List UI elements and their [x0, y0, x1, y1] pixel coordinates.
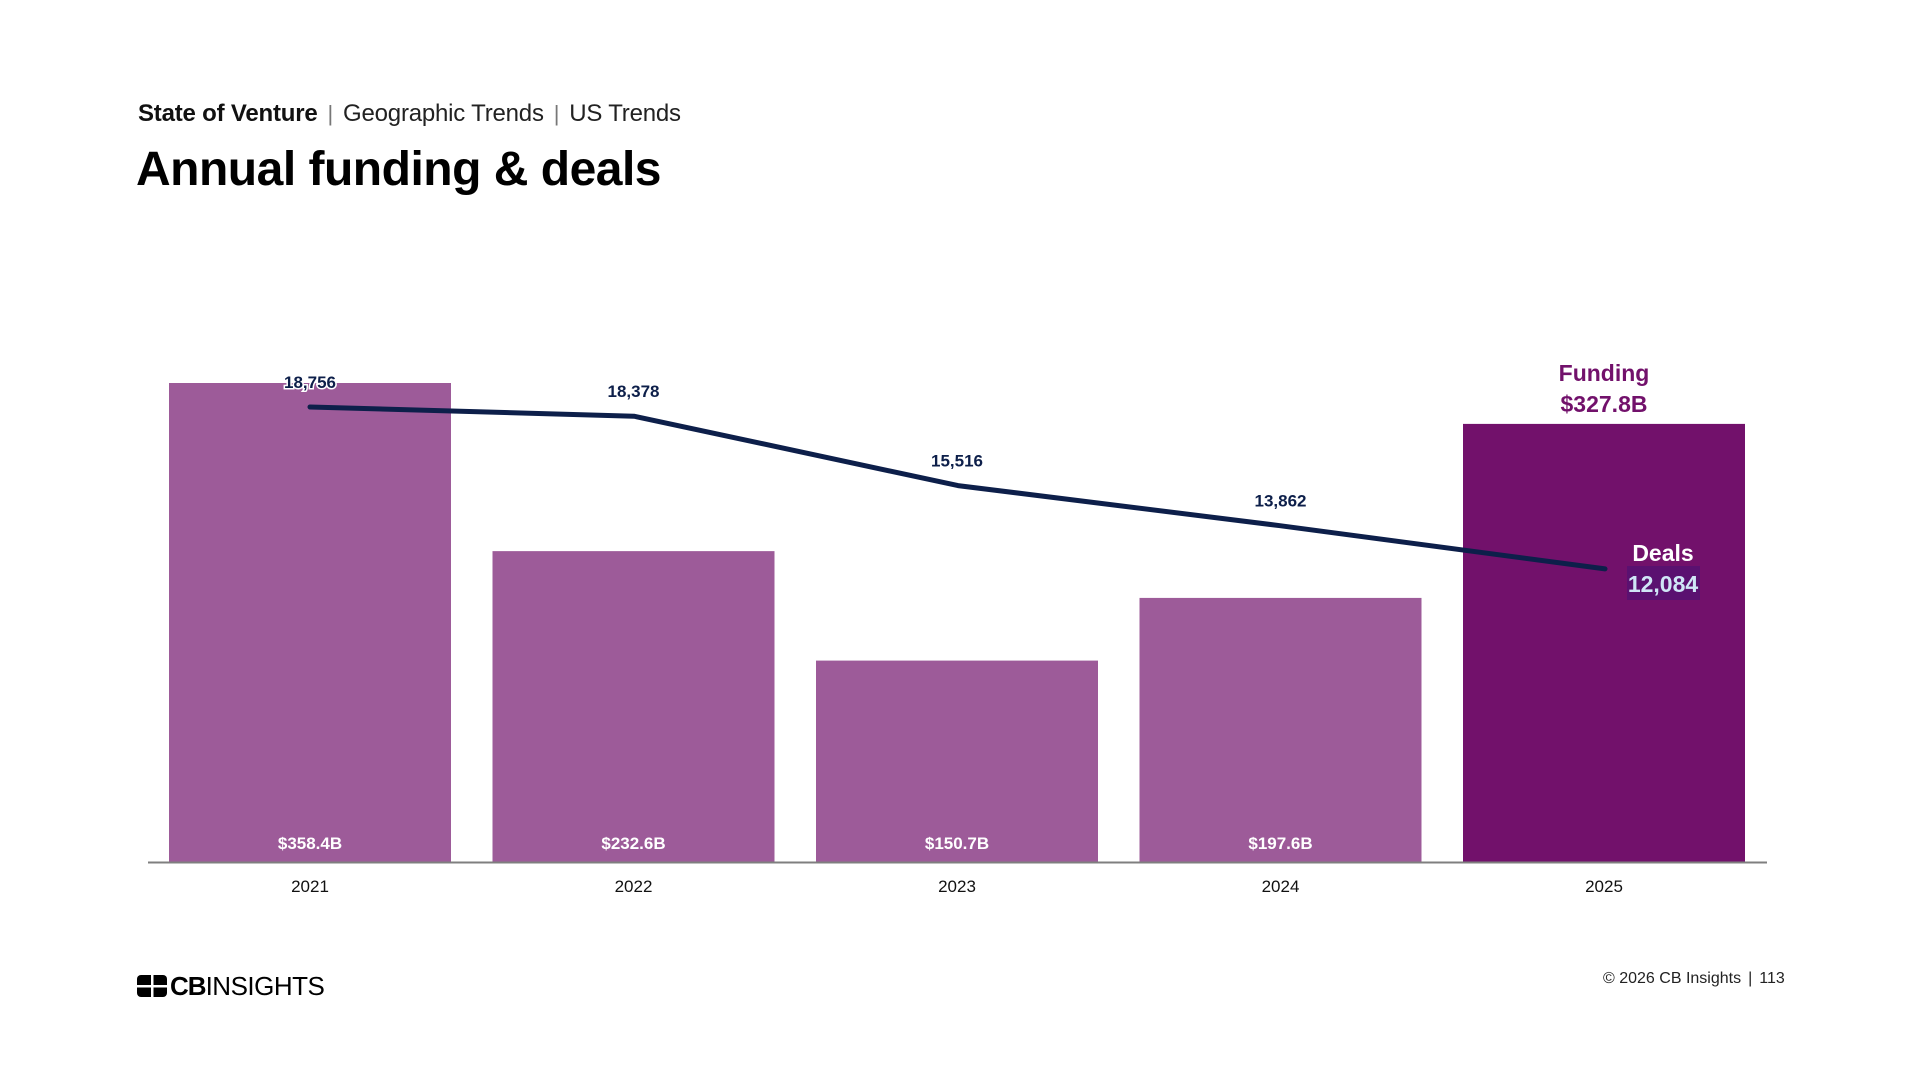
- page-title: Annual funding & deals: [136, 143, 662, 196]
- funding-annotation-title: Funding: [1559, 360, 1650, 386]
- x-tick-2025: 2025: [1585, 877, 1623, 896]
- funding-label-2023: $150.7B: [925, 834, 989, 853]
- cb-insights-logo: CB INSIGHTS: [137, 971, 325, 1001]
- funding-value-labels: $358.4B $232.6B $150.7B $197.6B: [278, 834, 1313, 853]
- deals-label-2023: 15,516: [931, 452, 983, 471]
- deals-annotation-value: 12,084: [1628, 571, 1699, 597]
- deals-label-2022: 18,378: [608, 382, 660, 401]
- x-tick-2024: 2024: [1262, 877, 1300, 896]
- deals-label-2024: 13,862: [1255, 492, 1307, 511]
- funding-bar-2024: [1139, 597, 1422, 862]
- breadcrumb-item-state-of-venture: State of Venture: [138, 100, 318, 127]
- funding-bar-2025: [1463, 423, 1745, 862]
- breadcrumb-item-us-trends: US Trends: [569, 100, 681, 127]
- deals-label-2021: 18,756: [284, 373, 336, 392]
- deals-value-labels: 18,756 18,378 15,516 13,862: [283, 372, 1307, 511]
- page-number: 113: [1759, 970, 1785, 987]
- deals-annotation-value-background: [1627, 566, 1700, 600]
- x-tick-2023: 2023: [938, 877, 976, 896]
- funding-bar-2021: [169, 383, 451, 862]
- breadcrumb-separator: |: [553, 101, 560, 126]
- logo-text-cb: CB: [170, 971, 207, 1001]
- footer-separator: |: [1748, 970, 1753, 987]
- breadcrumb-separator: |: [327, 101, 334, 126]
- x-tick-labels: 2021 2022 2023 2024 2025: [291, 877, 1623, 896]
- copyright-text: © 2026 CB Insights: [1603, 970, 1742, 987]
- cb-insights-logo-icon: [137, 975, 167, 997]
- funding-label-2022: $232.6B: [601, 834, 665, 853]
- funding-label-2024: $197.6B: [1248, 834, 1312, 853]
- breadcrumb: State of Venture | Geographic Trends | US Tr…: [138, 99, 681, 129]
- x-tick-2021: 2021: [291, 877, 329, 896]
- breadcrumb-item-geographic-trends: Geographic Trends: [343, 100, 544, 127]
- footer-copyright: © 2026 CB Insights | 113: [1603, 970, 1785, 988]
- funding-label-2021: $358.4B: [278, 834, 342, 853]
- deals-annotation-title: Deals: [1632, 540, 1693, 566]
- chart-annotations: Funding $327.8B Deals 12,084: [1559, 360, 1700, 600]
- funding-annotation-value: $327.8B: [1561, 391, 1648, 417]
- funding-bar-2023: [816, 660, 1098, 862]
- x-tick-2022: 2022: [615, 877, 653, 896]
- funding-bar-2022: [492, 551, 775, 862]
- funding-bars: [169, 383, 1745, 862]
- deals-line: [307, 404, 1608, 572]
- logo-text-insights: INSIGHTS: [205, 971, 325, 1001]
